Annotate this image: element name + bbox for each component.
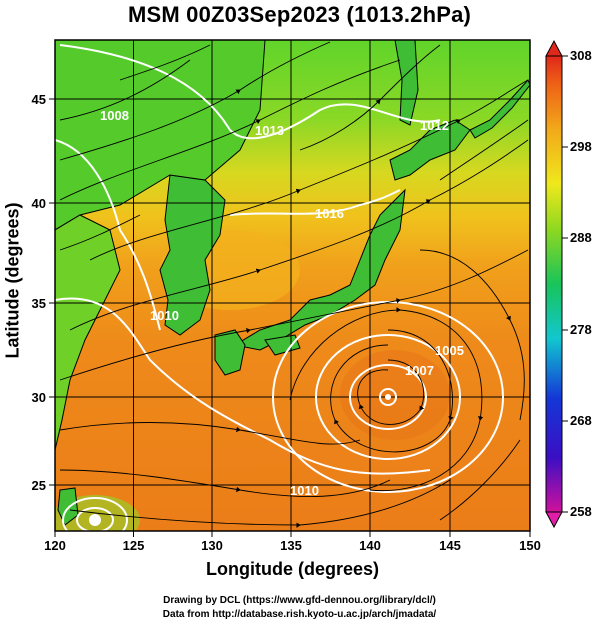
y-tick-label: 45 [32, 92, 46, 107]
x-tick-label: 145 [439, 538, 461, 553]
contour-label-group: 1016 1013 1012 1010 1007 1005 1008 1010 [100, 108, 464, 498]
contour-label: 1010 [150, 308, 179, 323]
colorbar-tick-label: 308 [570, 48, 592, 63]
colorbar-tick-label: 288 [570, 230, 592, 245]
wind-streamlines [59, 41, 529, 528]
contour-label: 1007 [405, 363, 434, 378]
x-tick-label: 140 [359, 538, 381, 553]
colorbar-tick-label: 258 [570, 504, 592, 519]
contour-label: 1005 [435, 343, 464, 358]
colorbar-tick-label: 278 [570, 322, 592, 337]
contour-label: 1013 [255, 123, 284, 138]
kuril-chain [469, 79, 530, 139]
y-tick-label: 30 [32, 390, 46, 405]
credit-dcl: Drawing by DCL (https://www.gfd-dennou.o… [163, 595, 436, 606]
typhoon-center-east [379, 388, 397, 406]
y-tick-label: 40 [32, 196, 46, 211]
colorbar-tick-label: 268 [570, 413, 592, 428]
x-tick-label: 125 [123, 538, 145, 553]
x-tick-label: 150 [519, 538, 541, 553]
x-tick-label: 135 [280, 538, 302, 553]
kyushu [214, 329, 246, 376]
map-frame [54, 39, 531, 532]
contour-label: 1012 [420, 118, 449, 133]
y-tick-label: 25 [32, 478, 46, 493]
x-axis: 120 125 130 135 140 145 150 [44, 531, 541, 553]
china-coast [55, 214, 121, 451]
typhoon-center-southwest [89, 514, 101, 526]
y-axis-title: Latitude (degrees) [2, 202, 23, 359]
x-tick-label: 130 [201, 538, 223, 553]
temperature-field [55, 40, 530, 531]
y-tick-label: 35 [32, 296, 46, 311]
korean-peninsula [159, 174, 226, 336]
contour-label: 1008 [100, 108, 129, 123]
contour-label: 1010 [290, 483, 319, 498]
credit-data-source: Data from http://database.rish.kyoto-u.a… [162, 609, 437, 620]
colorbar-min-arrow [545, 511, 563, 529]
colorbar-max-arrow [545, 39, 563, 57]
x-axis-title: Longitude (degrees) [205, 559, 379, 579]
colorbar-tick-label: 298 [570, 139, 592, 154]
map-title: MSM 00Z03Sep2023 (1013.2hPa) [127, 2, 472, 27]
colorbar: 308 298 288 278 268 258 [545, 39, 592, 529]
contour-label: 1016 [315, 206, 344, 221]
y-axis: 25 30 35 40 45 [32, 92, 55, 493]
x-tick-label: 120 [44, 538, 66, 553]
